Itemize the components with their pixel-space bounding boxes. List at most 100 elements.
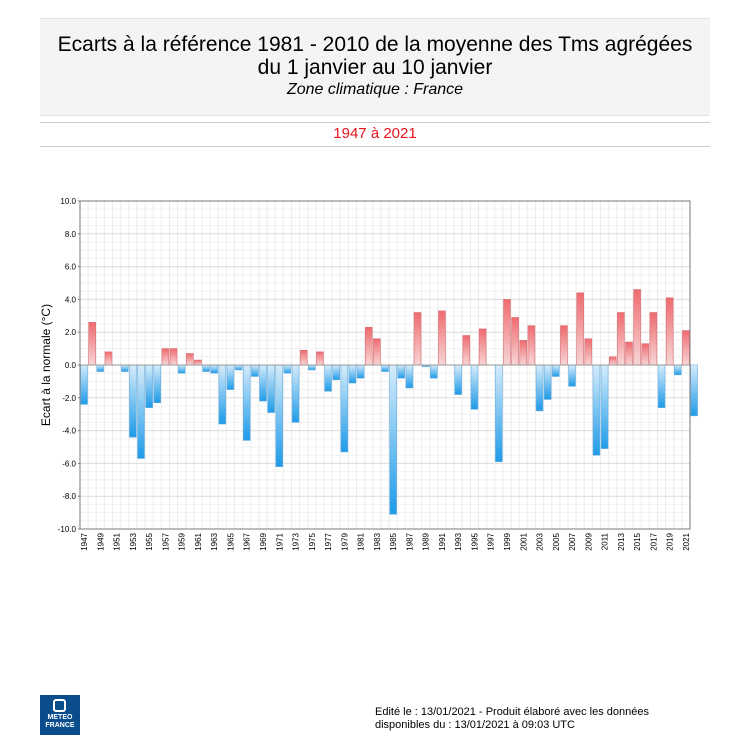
bar-2002 xyxy=(527,325,536,366)
bar-1973 xyxy=(291,364,300,423)
chart-title-line1: Ecarts à la référence 1981 - 2010 de la … xyxy=(57,33,693,56)
bar-1972 xyxy=(283,364,292,374)
bar-2015 xyxy=(633,289,641,366)
bar-1983 xyxy=(373,338,381,366)
x-tick-label: 1951 xyxy=(113,532,122,550)
bar-2013 xyxy=(617,312,625,366)
chart-subtitle: Zone climatique : France xyxy=(286,81,464,98)
x-tick-label: 2013 xyxy=(617,532,626,550)
x-tick-label: 2017 xyxy=(649,532,658,550)
y-tick-label: 6.0 xyxy=(65,263,77,272)
bar-1985 xyxy=(389,364,397,515)
bar-1960 xyxy=(186,353,194,366)
x-tick-label: 1989 xyxy=(422,532,431,550)
y-tick-label: -8.0 xyxy=(62,492,76,501)
x-tick-label: 1959 xyxy=(178,532,187,550)
x-tick-label: 2003 xyxy=(536,532,545,550)
bar-2007 xyxy=(568,364,576,387)
divider-top xyxy=(40,122,710,123)
bar-1963 xyxy=(210,364,218,374)
bar-1991 xyxy=(438,310,446,366)
bar-2003 xyxy=(535,364,544,412)
footer-line2: disponibles du : 13/01/2021 à 09:03 UTC xyxy=(375,719,575,731)
y-tick-label: -4.0 xyxy=(62,427,76,436)
bar-1958 xyxy=(169,348,178,366)
bar-1986 xyxy=(397,364,406,379)
bar-2009 xyxy=(584,338,593,366)
bar-1982 xyxy=(364,326,373,366)
footer-note: Edité le : 13/01/2021 - Produit élaboré … xyxy=(375,706,649,732)
x-tick-label: 2009 xyxy=(584,532,593,550)
bar-2006 xyxy=(560,325,568,366)
bar-1999 xyxy=(503,299,511,366)
x-tick-label: 1997 xyxy=(487,532,496,550)
x-tick-label: 1987 xyxy=(405,532,414,550)
x-tick-label: 1981 xyxy=(357,532,366,550)
meteo-france-logo: METEO FRANCE xyxy=(40,695,80,735)
bar-1961 xyxy=(194,359,202,366)
y-tick-label: -6.0 xyxy=(62,459,76,468)
bar-2016 xyxy=(641,343,650,366)
x-tick-label: 1963 xyxy=(210,532,219,550)
bar-1975 xyxy=(308,364,316,371)
x-tick-label: 1977 xyxy=(324,532,333,550)
x-tick-label: 1947 xyxy=(80,532,89,550)
x-tick-label: 2007 xyxy=(568,532,577,550)
bar-1996 xyxy=(478,328,487,366)
y-tick-label: -2.0 xyxy=(62,394,76,403)
bar-1948 xyxy=(88,322,96,366)
bar-1981 xyxy=(356,364,365,379)
bar-1955 xyxy=(145,364,153,408)
x-tick-label: 1985 xyxy=(389,532,398,550)
bar-1954 xyxy=(137,364,145,459)
bar-2001 xyxy=(519,340,528,366)
bar-1974 xyxy=(299,349,308,366)
chart-title-line2: du 1 janvier au 10 janvier xyxy=(257,56,493,79)
bar-2014 xyxy=(625,341,633,366)
bar-1993 xyxy=(454,364,462,395)
bar-1995 xyxy=(470,364,479,410)
x-tick-label: 1953 xyxy=(129,532,138,550)
bar-1984 xyxy=(381,364,389,372)
period-label: 1947 à 2021 xyxy=(333,125,417,142)
bar-1971 xyxy=(275,364,284,467)
divider-bottom xyxy=(40,146,710,147)
x-tick-label: 1979 xyxy=(340,532,349,550)
x-tick-label: 1969 xyxy=(259,532,268,550)
x-tick-label: 2001 xyxy=(519,532,528,550)
bar-2012 xyxy=(608,356,617,366)
bar-1979 xyxy=(340,364,349,453)
x-tick-label: 2011 xyxy=(601,532,610,550)
bar-2005 xyxy=(552,364,560,377)
bar-1976 xyxy=(316,351,324,366)
bar-1967 xyxy=(242,364,251,441)
x-tick-label: 1983 xyxy=(373,532,382,550)
x-tick-label: 1991 xyxy=(438,532,447,550)
bar-1950 xyxy=(104,351,113,366)
bar-2000 xyxy=(511,317,519,366)
bar-1970 xyxy=(267,364,275,413)
bar-1998 xyxy=(495,364,503,463)
x-tick-label: 1971 xyxy=(275,532,284,550)
x-tick-label: 1993 xyxy=(454,532,463,550)
bar-1968 xyxy=(251,364,259,377)
x-tick-label: 1949 xyxy=(96,532,105,550)
bar-2018 xyxy=(657,364,666,408)
bar-1952 xyxy=(120,364,129,372)
bar-2017 xyxy=(649,312,658,366)
bar-1980 xyxy=(348,364,357,384)
x-tick-label: 1999 xyxy=(503,532,512,550)
bar-1977 xyxy=(324,364,332,392)
y-tick-label: 8.0 xyxy=(65,230,77,239)
logo-symbol-icon xyxy=(53,699,66,712)
bar-1990 xyxy=(430,364,438,379)
y-tick-label: 4.0 xyxy=(65,295,77,304)
y-tick-label: -10.0 xyxy=(58,525,77,534)
bar-2019 xyxy=(665,297,674,366)
x-tick-label: 1973 xyxy=(292,532,301,550)
bar-1962 xyxy=(202,364,210,372)
bar-2020 xyxy=(674,364,682,376)
bar-2021 xyxy=(682,330,690,366)
x-tick-label: 1965 xyxy=(226,532,235,550)
